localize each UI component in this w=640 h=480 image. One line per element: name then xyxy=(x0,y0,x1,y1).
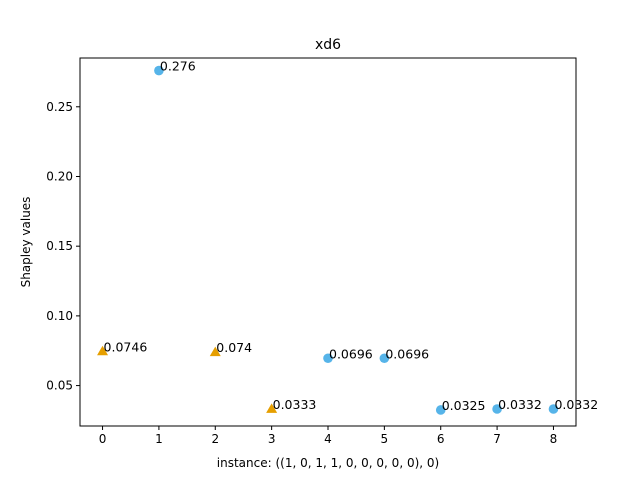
x-axis-label: instance: ((1, 0, 1, 1, 0, 0, 0, 0, 0), … xyxy=(217,456,439,470)
point-value-label: 0.0696 xyxy=(385,346,429,361)
circle-point xyxy=(154,65,164,76)
circle-point xyxy=(492,404,502,414)
point-value-label: 0.0332 xyxy=(498,397,542,412)
x-tick-label: 0 xyxy=(99,432,107,446)
x-tick-label: 7 xyxy=(493,432,501,446)
y-axis-label: Shapley values xyxy=(19,197,33,288)
circle-point xyxy=(379,353,390,364)
point-value-label: 0.0696 xyxy=(329,346,373,361)
point-value-label: 0.0332 xyxy=(554,397,598,412)
data-points: 0.276 0.0696 0.0696 0.0325 0.0332 0.0332 0.074… xyxy=(97,59,598,415)
triangle-point xyxy=(97,345,109,356)
point-value-label: 0.276 xyxy=(160,59,196,74)
triangle-point xyxy=(209,346,221,357)
triangle-point xyxy=(266,403,278,413)
circle-point xyxy=(435,405,446,415)
x-tick-label: 1 xyxy=(155,432,163,446)
x-tick-label: 4 xyxy=(324,432,332,446)
x-tick-label: 5 xyxy=(381,432,389,446)
point-value-label: 0.0746 xyxy=(104,339,148,354)
y-tick-label: 0.20 xyxy=(46,169,73,183)
point-value-label: 0.0333 xyxy=(273,397,317,412)
point-value-label: 0.0325 xyxy=(442,398,486,413)
y-tick-label: 0.10 xyxy=(46,309,73,323)
y-tick-label: 0.25 xyxy=(46,100,73,114)
circle-point xyxy=(323,353,333,364)
x-tick-label: 2 xyxy=(211,432,219,446)
chart-title: xd6 xyxy=(315,37,341,53)
x-tick-label: 8 xyxy=(550,432,558,446)
x-axis: 0 1 2 3 4 5 6 7 8 xyxy=(99,426,558,446)
y-tick-label: 0.05 xyxy=(46,379,73,393)
circle-point xyxy=(548,404,559,414)
x-tick-label: 3 xyxy=(268,432,276,446)
x-tick-label: 6 xyxy=(437,432,445,446)
point-value-label: 0.074 xyxy=(216,340,252,355)
plot-area xyxy=(79,57,577,427)
y-tick-label: 0.15 xyxy=(46,239,73,253)
y-axis: 0.05 0.10 0.15 0.20 0.25 xyxy=(46,100,80,393)
